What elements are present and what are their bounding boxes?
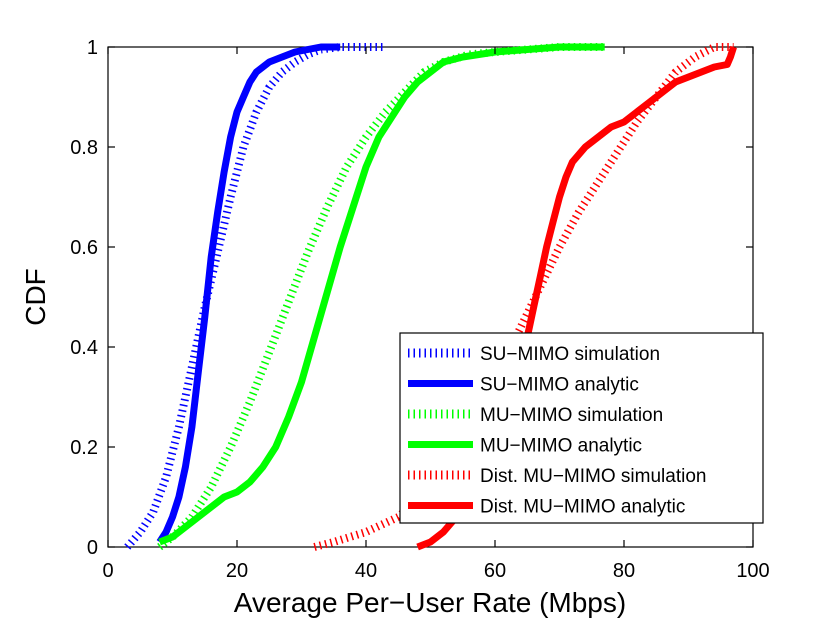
y-axis: 0 0.2 0.4 0.6 0.8 1 (70, 37, 753, 559)
x-tick-label: 80 (613, 560, 635, 582)
x-tick-label: 60 (484, 560, 506, 582)
x-tick-label: 20 (226, 560, 248, 582)
y-tick-label: 0 (87, 537, 98, 559)
y-tick-label: 0.6 (70, 237, 98, 259)
x-tick-label: 40 (355, 560, 377, 582)
series-line-4 (158, 43, 605, 546)
y-tick-label: 1 (87, 37, 98, 59)
legend-label: SU−MIMO analytic (480, 375, 639, 396)
legend-label: Dist. MU−MIMO simulation (480, 466, 706, 487)
x-axis: 0 20 40 60 80 100 (102, 47, 770, 582)
legend: SU−MIMO simulation SU−MIMO analytic MU−MIM… (399, 332, 764, 524)
legend-label: SU−MIMO simulation (480, 344, 660, 365)
legend-label: MU−MIMO analytic (480, 436, 642, 457)
series-line-2 (156, 43, 341, 544)
y-axis-title: CDF (20, 268, 51, 326)
series-line-5 (313, 43, 734, 551)
x-axis-title: Average Per−User Rate (Mbps) (234, 587, 626, 618)
legend-label: Dist. MU−MIMO analytic (480, 497, 685, 518)
y-tick-label: 0.4 (70, 337, 98, 359)
legend-label: MU−MIMO simulation (480, 405, 663, 426)
legend-box (399, 332, 764, 524)
x-tick-label: 0 (102, 560, 113, 582)
x-tick-label: 100 (736, 560, 769, 582)
y-tick-label: 0.2 (70, 437, 98, 459)
y-tick-label: 0.8 (70, 137, 98, 159)
